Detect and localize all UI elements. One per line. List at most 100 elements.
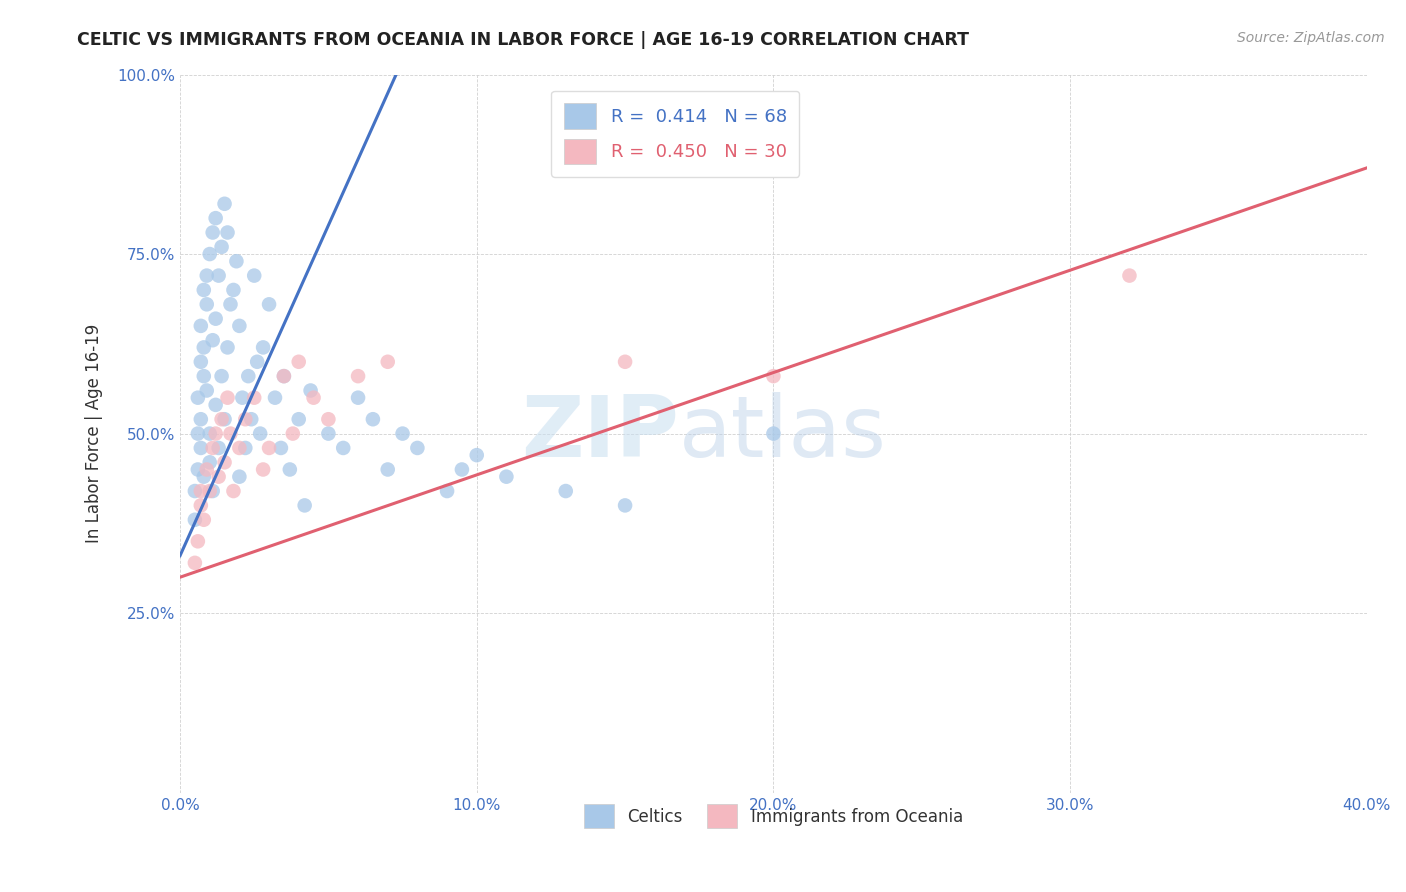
Point xyxy=(377,355,399,369)
Point xyxy=(465,448,488,462)
Point xyxy=(184,513,207,527)
Point xyxy=(257,441,280,455)
Point xyxy=(762,426,785,441)
Point xyxy=(347,369,370,384)
Point xyxy=(207,268,229,283)
Point xyxy=(391,426,413,441)
Point xyxy=(190,318,212,333)
Point xyxy=(190,355,212,369)
Point xyxy=(217,391,239,405)
Point xyxy=(195,384,218,398)
Point xyxy=(347,391,370,405)
Point xyxy=(614,355,637,369)
Point xyxy=(299,384,322,398)
Point xyxy=(243,268,266,283)
Point xyxy=(187,534,209,549)
Point xyxy=(361,412,384,426)
Point xyxy=(211,240,233,254)
Point xyxy=(225,254,247,268)
Point xyxy=(294,499,316,513)
Point xyxy=(222,483,245,498)
Point xyxy=(198,455,221,469)
Point xyxy=(222,283,245,297)
Point xyxy=(762,369,785,384)
Point xyxy=(281,426,304,441)
Point xyxy=(195,297,218,311)
Point xyxy=(204,211,226,226)
Text: CELTIC VS IMMIGRANTS FROM OCEANIA IN LABOR FORCE | AGE 16-19 CORRELATION CHART: CELTIC VS IMMIGRANTS FROM OCEANIA IN LAB… xyxy=(77,31,969,49)
Point xyxy=(332,441,354,455)
Point xyxy=(190,499,212,513)
Point xyxy=(201,483,224,498)
Point xyxy=(195,462,218,476)
Point xyxy=(243,391,266,405)
Point xyxy=(249,426,271,441)
Point xyxy=(198,247,221,261)
Point xyxy=(228,318,250,333)
Point xyxy=(614,499,637,513)
Point xyxy=(214,455,236,469)
Point xyxy=(193,340,215,354)
Point xyxy=(190,483,212,498)
Point xyxy=(184,483,207,498)
Point xyxy=(217,340,239,354)
Text: Source: ZipAtlas.com: Source: ZipAtlas.com xyxy=(1237,31,1385,45)
Point xyxy=(554,483,576,498)
Point xyxy=(193,369,215,384)
Point xyxy=(318,412,340,426)
Point xyxy=(231,391,253,405)
Point xyxy=(273,369,295,384)
Point xyxy=(233,412,256,426)
Point xyxy=(198,426,221,441)
Point xyxy=(270,441,292,455)
Y-axis label: In Labor Force | Age 16-19: In Labor Force | Age 16-19 xyxy=(86,324,103,543)
Point xyxy=(252,340,274,354)
Point xyxy=(287,355,309,369)
Point xyxy=(190,412,212,426)
Point xyxy=(406,441,429,455)
Point xyxy=(318,426,340,441)
Point xyxy=(495,469,517,483)
Point xyxy=(302,391,325,405)
Point xyxy=(201,333,224,347)
Point xyxy=(187,426,209,441)
Point xyxy=(233,441,256,455)
Point xyxy=(214,196,236,211)
Point xyxy=(201,226,224,240)
Point xyxy=(184,556,207,570)
Point xyxy=(264,391,287,405)
Point xyxy=(219,297,242,311)
Point xyxy=(451,462,474,476)
Point xyxy=(436,483,458,498)
Point xyxy=(198,483,221,498)
Point xyxy=(238,369,260,384)
Text: ZIP: ZIP xyxy=(520,392,679,475)
Point xyxy=(193,513,215,527)
Point xyxy=(201,441,224,455)
Point xyxy=(240,412,263,426)
Point xyxy=(1118,268,1140,283)
Point xyxy=(252,462,274,476)
Point xyxy=(246,355,269,369)
Point xyxy=(228,469,250,483)
Point xyxy=(204,426,226,441)
Point xyxy=(228,441,250,455)
Point xyxy=(211,412,233,426)
Point xyxy=(187,462,209,476)
Point xyxy=(377,462,399,476)
Legend: Celtics, Immigrants from Oceania: Celtics, Immigrants from Oceania xyxy=(576,797,970,835)
Point xyxy=(190,441,212,455)
Point xyxy=(214,412,236,426)
Point xyxy=(219,426,242,441)
Point xyxy=(204,311,226,326)
Text: atlas: atlas xyxy=(679,392,887,475)
Point xyxy=(195,268,218,283)
Point xyxy=(287,412,309,426)
Point xyxy=(204,398,226,412)
Point xyxy=(278,462,301,476)
Point xyxy=(257,297,280,311)
Point xyxy=(193,469,215,483)
Point xyxy=(217,226,239,240)
Point xyxy=(187,391,209,405)
Point xyxy=(273,369,295,384)
